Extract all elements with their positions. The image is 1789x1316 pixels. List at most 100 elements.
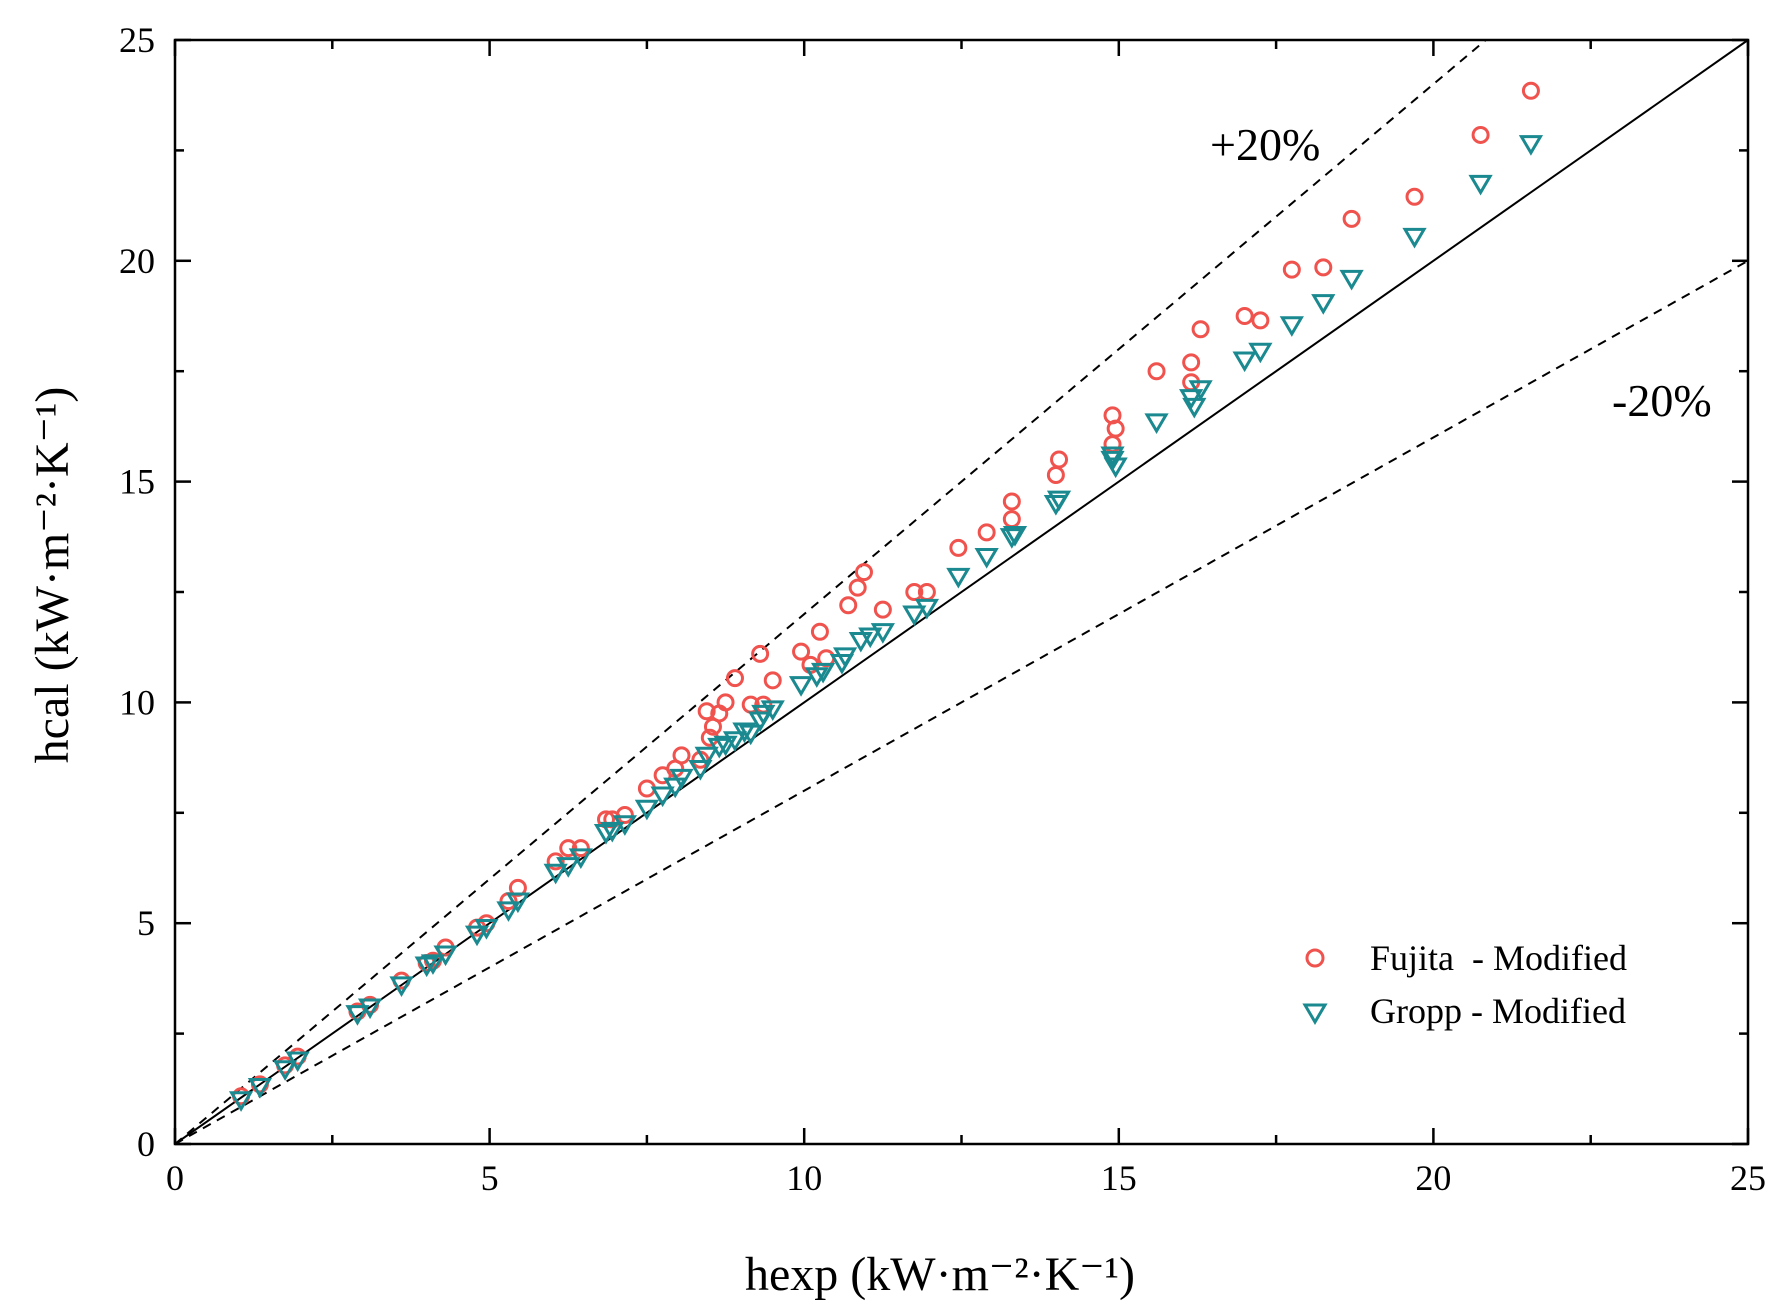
gropp-point bbox=[600, 821, 625, 843]
y-tick-label: 5 bbox=[137, 903, 155, 943]
gropp-point bbox=[612, 815, 638, 836]
y-tick-label: 15 bbox=[119, 462, 155, 502]
fujita-point bbox=[1182, 353, 1201, 372]
gropp-point bbox=[1279, 316, 1304, 337]
fujita-point bbox=[1282, 260, 1301, 279]
fujita-point bbox=[1521, 81, 1540, 100]
x-tick-label: 25 bbox=[1730, 1158, 1766, 1198]
gropp-point bbox=[1248, 342, 1273, 364]
gropp-point bbox=[946, 567, 971, 589]
gropp-point bbox=[760, 700, 785, 722]
fujita-point bbox=[905, 583, 924, 601]
fujita-point bbox=[1191, 320, 1210, 339]
fujita-point bbox=[848, 578, 867, 597]
legend-marker-fujita bbox=[1305, 948, 1325, 968]
reference-lines bbox=[174, 39, 1749, 1145]
fujita-point bbox=[1342, 209, 1361, 228]
fujita-point bbox=[1405, 187, 1424, 206]
gropp-point bbox=[496, 901, 521, 922]
gropp-point bbox=[650, 786, 675, 808]
fujita-point bbox=[854, 563, 873, 582]
fujita-point bbox=[949, 538, 968, 557]
gropp-point bbox=[1339, 269, 1364, 291]
gropp-point bbox=[999, 528, 1024, 549]
fujita-point bbox=[1314, 258, 1333, 277]
x-tick-label: 0 bbox=[166, 1158, 184, 1198]
y-tick-label: 20 bbox=[119, 241, 155, 281]
upper-band-label: +20% bbox=[1210, 119, 1320, 170]
gropp-point bbox=[389, 976, 414, 998]
gropp-point bbox=[974, 548, 999, 569]
lower-band-label: -20% bbox=[1612, 375, 1712, 426]
gropp-point bbox=[593, 824, 619, 845]
fujita-point bbox=[873, 600, 892, 619]
fujita-point bbox=[1046, 465, 1065, 484]
gropp-point bbox=[556, 857, 581, 878]
gropp-point bbox=[272, 1060, 298, 1081]
gropp-point bbox=[1518, 135, 1544, 156]
y-tick-label: 10 bbox=[119, 682, 155, 722]
gropp-point bbox=[568, 848, 593, 869]
legend: Fujita - Modified Gropp - Modified bbox=[1302, 938, 1627, 1031]
fujita-point bbox=[546, 852, 565, 871]
y-axis-title: hcal (kW·m⁻²·K⁻¹) bbox=[26, 387, 79, 764]
fujita-point bbox=[725, 669, 744, 688]
gropp-point bbox=[345, 1005, 370, 1026]
gropp-point bbox=[414, 956, 439, 978]
fujita-point bbox=[672, 746, 691, 765]
gropp-point bbox=[669, 768, 694, 790]
gropp-point bbox=[1232, 351, 1257, 373]
gropp-point bbox=[688, 760, 713, 781]
gropp-point bbox=[433, 945, 458, 967]
reference-line-plus-20 bbox=[174, 39, 1487, 1145]
gropp-point bbox=[914, 598, 940, 620]
gropp-point bbox=[543, 863, 568, 885]
fujita-point bbox=[615, 806, 634, 825]
gropp-point bbox=[420, 954, 446, 975]
gropp-point bbox=[788, 676, 814, 697]
gropp-point bbox=[357, 998, 383, 1020]
gropp-point bbox=[858, 627, 883, 649]
gropp-point bbox=[285, 1051, 310, 1073]
gropp-point bbox=[902, 605, 927, 627]
gropp-point bbox=[247, 1077, 273, 1099]
fujita-point bbox=[1471, 125, 1490, 144]
fujita-point bbox=[1147, 362, 1166, 381]
x-tick-label: 20 bbox=[1415, 1158, 1451, 1198]
gropp-point bbox=[810, 662, 836, 684]
fujita-point bbox=[1235, 307, 1254, 325]
gropp-point bbox=[738, 724, 763, 746]
gropp-point bbox=[1182, 397, 1207, 419]
fujita-point bbox=[763, 671, 782, 690]
fujita-point bbox=[1050, 450, 1069, 469]
fujita-point bbox=[751, 644, 770, 663]
gropp-point bbox=[732, 722, 757, 744]
gropp-point bbox=[1188, 380, 1213, 401]
fujita-point bbox=[697, 702, 716, 721]
fujita-point bbox=[559, 839, 578, 858]
gropp-point bbox=[751, 704, 776, 726]
gropp-point bbox=[870, 623, 895, 644]
fujita-point bbox=[839, 596, 858, 615]
gropp-point bbox=[474, 918, 499, 940]
reference-line-parity bbox=[174, 39, 1749, 1145]
legend-label-fujita: Fujita - Modified bbox=[1370, 938, 1627, 978]
data-markers bbox=[228, 81, 1544, 1112]
x-tick-label: 15 bbox=[1101, 1158, 1137, 1198]
fujita-point bbox=[1002, 492, 1021, 511]
gropp-point bbox=[832, 647, 858, 669]
x-tick-label: 10 bbox=[786, 1158, 822, 1198]
gropp-point bbox=[694, 746, 719, 768]
x-axis-title: hexp (kW·m⁻²·K⁻¹) bbox=[745, 1248, 1135, 1301]
gropp-point bbox=[713, 735, 738, 757]
gropp-point bbox=[464, 925, 490, 947]
axis-ticks: 0 5 10 15 20 25 0 5 10 15 20 25 bbox=[119, 20, 1766, 1198]
fujita-point bbox=[571, 839, 590, 858]
gropp-point bbox=[1311, 294, 1336, 315]
fujita-point bbox=[810, 622, 829, 641]
y-tick-label: 25 bbox=[119, 20, 155, 60]
fujita-point bbox=[1002, 510, 1021, 529]
gropp-point bbox=[663, 777, 688, 799]
